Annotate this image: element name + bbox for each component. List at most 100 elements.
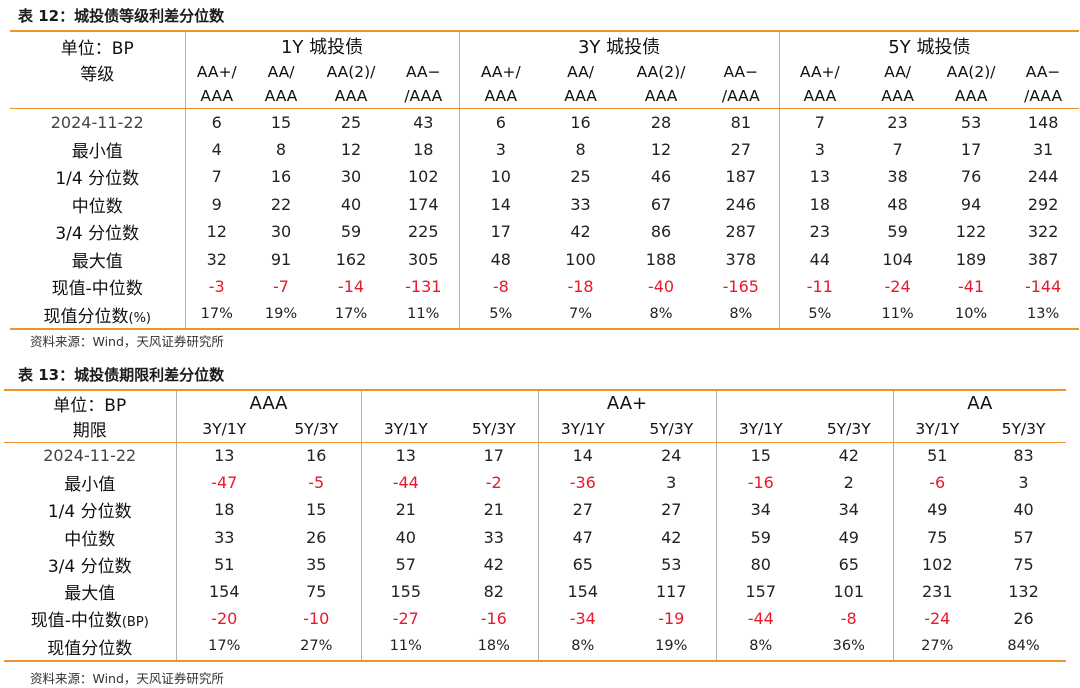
table-cell: 225 — [408, 222, 439, 242]
table-cell: 10 — [458, 163, 543, 191]
row-label-text: 1/4 分位数 — [47, 502, 132, 523]
table-cell: 67 — [650, 194, 672, 214]
table-cell: 12 — [340, 140, 362, 160]
table-cell: 27 — [537, 496, 628, 524]
table-cell: 174 — [408, 194, 439, 214]
row-label: 3/4 分位数 — [4, 551, 176, 578]
table-cell: 8% — [619, 300, 704, 331]
table-cell: 44 — [778, 245, 861, 273]
column-header: 5Y/3Y — [272, 416, 362, 443]
group-header: 5Y 城投债 — [778, 30, 1080, 60]
table-12-title: 表 12：城投债等级利差分位数 — [18, 7, 225, 25]
table-cell: 18 — [175, 496, 272, 524]
table-cell: 48 — [887, 194, 908, 214]
table-cell: 14 — [458, 190, 543, 219]
column-header-line: AA+/ — [480, 63, 521, 81]
table-cell: 43 — [413, 112, 434, 132]
grade-spread-table: 单位：BP 1Y 城投债 3Y 城投债 5Y 城投债 等级 AA+/AAA AA/AAA AA… — [10, 30, 1080, 331]
group-header: 1Y 城投债 — [184, 30, 460, 60]
table-cell: 15 — [306, 500, 327, 520]
table-row: 1/4 分位数 7 16 30 102 10 25 46 187 13 38 76 244 — [10, 163, 1079, 191]
table-cell: 9 — [184, 190, 248, 219]
table-row: 最大值 32 91 162 305 48 100 188 378 44 104 189 387 — [10, 245, 1079, 273]
column-header: 5Y/3Y — [627, 416, 717, 443]
table-cell: 35 — [306, 554, 327, 574]
column-header: 5Y/3Y — [450, 416, 539, 443]
row-label-text: 中位数 — [71, 196, 123, 217]
table-cell: 21 — [483, 500, 504, 520]
table-cell: 75 — [306, 582, 327, 602]
table-cell: 82 — [483, 582, 504, 602]
table-cell: 51 — [892, 442, 982, 470]
column-header-line: AA/ — [267, 63, 295, 81]
table-cell: 12 — [650, 140, 672, 160]
table-cell: 27 — [661, 500, 682, 520]
table-cell: 189 — [955, 249, 987, 269]
table-cell: -40 — [647, 277, 675, 297]
column-header-line: AAA — [644, 87, 678, 105]
table-cell: 80 — [715, 550, 806, 578]
column-header: 3Y/1Y — [360, 416, 451, 443]
table-cell: 11% — [360, 632, 451, 663]
table-cell: 42 — [661, 527, 682, 547]
table-cell: 28 — [650, 112, 672, 132]
row-label-text: 3/4 分位数 — [47, 556, 132, 577]
table-cell: 27% — [892, 632, 982, 663]
table-cell: 17% — [314, 300, 388, 331]
table-cell: -8 — [458, 272, 543, 301]
table-cell: 13 — [175, 442, 272, 470]
table-cell: 86 — [650, 222, 672, 242]
table-cell: 30 — [340, 167, 362, 187]
table-12-source: 资料来源：Wind，天风证券研究所 — [30, 334, 224, 349]
table-cell: 187 — [725, 167, 757, 187]
table-cell: 18% — [450, 632, 539, 663]
column-header-line: AAA — [200, 87, 234, 105]
row-label-text: 2024-11-22 — [43, 446, 137, 466]
table-cell: 102 — [892, 550, 982, 578]
table-cell: 25 — [570, 167, 591, 187]
table-cell: 8 — [575, 140, 586, 160]
table-cell: -24 — [884, 277, 911, 297]
table-cell: 101 — [833, 582, 865, 602]
table-cell: 162 — [335, 249, 367, 269]
table-cell: 378 — [725, 249, 757, 269]
table-cell: 7 — [184, 163, 248, 191]
table-cell: 53 — [661, 554, 682, 574]
table-row: 1/4 分位数 18 15 21 21 27 27 34 34 49 40 — [4, 496, 1066, 524]
table-13-source: 资料来源：Wind，天风证券研究所 — [30, 671, 224, 686]
column-header-line: AA− — [1025, 63, 1061, 81]
row-label: 最小值 — [4, 469, 176, 496]
row-label-text: 中位数 — [64, 529, 116, 550]
column-header: 3Y/1Y — [175, 416, 272, 443]
row-label: 现值分位数 — [4, 632, 176, 663]
table-row: 3/4 分位数 12 30 59 225 17 42 86 287 23 59 122 322 — [10, 218, 1079, 246]
table-cell: 17 — [458, 218, 543, 246]
column-header-line: AA− — [405, 63, 441, 81]
table-cell: -20 — [175, 605, 272, 633]
table-row: 最小值 4 8 12 18 3 8 12 27 3 7 17 31 — [10, 135, 1079, 164]
column-header-line: AA+/ — [196, 63, 237, 81]
table-cell: 76 — [960, 167, 982, 187]
column-header: AA/AAA — [860, 60, 936, 109]
table-cell: -3 — [184, 272, 248, 301]
term-spread-table: 单位：BP AAA AA+ AA 期限 3Y/1Y 5Y/3Y 3Y/1Y 5Y/3Y 3Y/1Y… — [4, 389, 1067, 663]
table-cell: 13 — [778, 163, 861, 191]
row-label-text: 现值分位数 — [47, 638, 133, 659]
table-cell: 57 — [1013, 527, 1034, 547]
column-header: AA(2)/ AAA — [935, 60, 1008, 109]
table-cell: 287 — [725, 222, 757, 242]
table-row: 最小值 -47 -5 -44 -2 -36 3 -16 2 -6 3 — [4, 469, 1066, 497]
table-row: 3/4 分位数 51 35 57 42 65 53 80 65 102 75 — [4, 550, 1066, 578]
column-header: 5Y/3Y — [805, 416, 894, 443]
table-cell: 3 — [778, 135, 861, 164]
row-label: 3/4 分位数 — [10, 218, 185, 245]
table-cell: 8 — [275, 140, 287, 160]
table-cell: 3 — [458, 135, 543, 164]
table-row: 2024-11-22 6 15 25 43 6 16 28 81 7 23 53 148 — [10, 108, 1079, 136]
table-cell: 22 — [270, 194, 292, 214]
table-cell: 13 — [360, 442, 451, 470]
table-row: 中位数 33 26 40 33 47 42 59 49 75 57 — [4, 523, 1066, 551]
table-cell: 100 — [565, 249, 596, 269]
table-cell: 13% — [1007, 300, 1080, 331]
table-cell: -14 — [337, 277, 365, 297]
